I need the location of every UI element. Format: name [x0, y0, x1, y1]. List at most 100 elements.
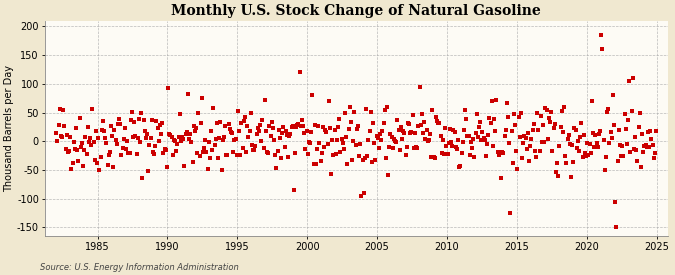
- Point: [529, 122, 539, 126]
- Point: [493, 153, 504, 157]
- Point: [506, 128, 517, 133]
- Point: [314, 141, 325, 145]
- Point: [241, 150, 252, 154]
- Point: [508, 112, 519, 116]
- Point: [601, 109, 612, 114]
- Point: [500, 128, 511, 132]
- Point: [472, 135, 483, 139]
- Point: [73, 159, 84, 163]
- Point: [638, 149, 649, 154]
- Point: [207, 148, 218, 152]
- Point: [421, 128, 432, 133]
- Point: [498, 151, 509, 156]
- Point: [224, 126, 235, 131]
- Point: [182, 92, 193, 96]
- Point: [129, 120, 140, 125]
- Point: [169, 139, 180, 143]
- Point: [447, 144, 458, 148]
- Point: [110, 138, 121, 142]
- Point: [102, 163, 113, 167]
- Point: [625, 150, 636, 154]
- Point: [179, 164, 190, 169]
- Point: [203, 140, 214, 144]
- Point: [468, 137, 479, 141]
- Point: [213, 156, 223, 161]
- Point: [221, 153, 232, 158]
- Point: [94, 167, 105, 172]
- Point: [564, 142, 575, 146]
- Point: [481, 154, 491, 158]
- Point: [482, 142, 493, 146]
- Point: [436, 151, 447, 155]
- Point: [648, 156, 659, 160]
- Point: [483, 133, 493, 138]
- Point: [561, 161, 572, 165]
- Point: [460, 108, 470, 112]
- Point: [242, 124, 252, 128]
- Point: [273, 127, 284, 132]
- Point: [567, 142, 578, 147]
- Point: [474, 125, 485, 129]
- Point: [128, 135, 138, 139]
- Point: [202, 167, 213, 171]
- Point: [593, 132, 604, 136]
- Point: [368, 120, 379, 125]
- Point: [427, 108, 438, 112]
- Point: [425, 132, 435, 136]
- Point: [471, 111, 482, 116]
- Point: [310, 162, 321, 167]
- Point: [479, 138, 490, 142]
- Point: [614, 128, 624, 132]
- Point: [632, 159, 643, 163]
- Point: [545, 120, 556, 125]
- Point: [389, 137, 400, 141]
- Point: [283, 155, 294, 159]
- Point: [376, 138, 387, 142]
- Point: [369, 141, 379, 145]
- Point: [420, 136, 431, 141]
- Point: [526, 137, 537, 141]
- Point: [265, 134, 276, 139]
- Point: [418, 131, 429, 135]
- Point: [317, 125, 328, 130]
- Point: [611, 225, 622, 230]
- Point: [614, 143, 625, 147]
- Point: [145, 136, 156, 140]
- Point: [406, 130, 417, 134]
- Point: [124, 150, 135, 155]
- Point: [150, 144, 161, 148]
- Point: [169, 138, 180, 142]
- Point: [595, 129, 605, 133]
- Point: [461, 117, 472, 121]
- Point: [479, 136, 489, 141]
- Point: [72, 148, 82, 152]
- Point: [603, 107, 614, 111]
- Point: [116, 153, 127, 157]
- Point: [440, 126, 451, 131]
- Point: [548, 125, 559, 130]
- Point: [404, 121, 414, 126]
- Point: [379, 108, 390, 112]
- Point: [78, 164, 88, 168]
- Point: [352, 124, 363, 128]
- Point: [432, 119, 443, 123]
- Point: [599, 168, 610, 173]
- Point: [644, 145, 655, 149]
- Point: [87, 107, 98, 111]
- Point: [410, 130, 421, 135]
- Point: [325, 126, 335, 131]
- Point: [157, 121, 167, 125]
- Point: [180, 132, 191, 136]
- Point: [336, 137, 347, 141]
- Point: [309, 122, 320, 127]
- Point: [272, 149, 283, 153]
- Point: [540, 106, 551, 110]
- Point: [313, 124, 324, 128]
- Point: [131, 152, 142, 156]
- Point: [182, 130, 192, 134]
- Point: [211, 136, 221, 141]
- Point: [373, 146, 384, 150]
- Point: [510, 123, 520, 127]
- Point: [551, 161, 562, 165]
- Point: [302, 152, 313, 156]
